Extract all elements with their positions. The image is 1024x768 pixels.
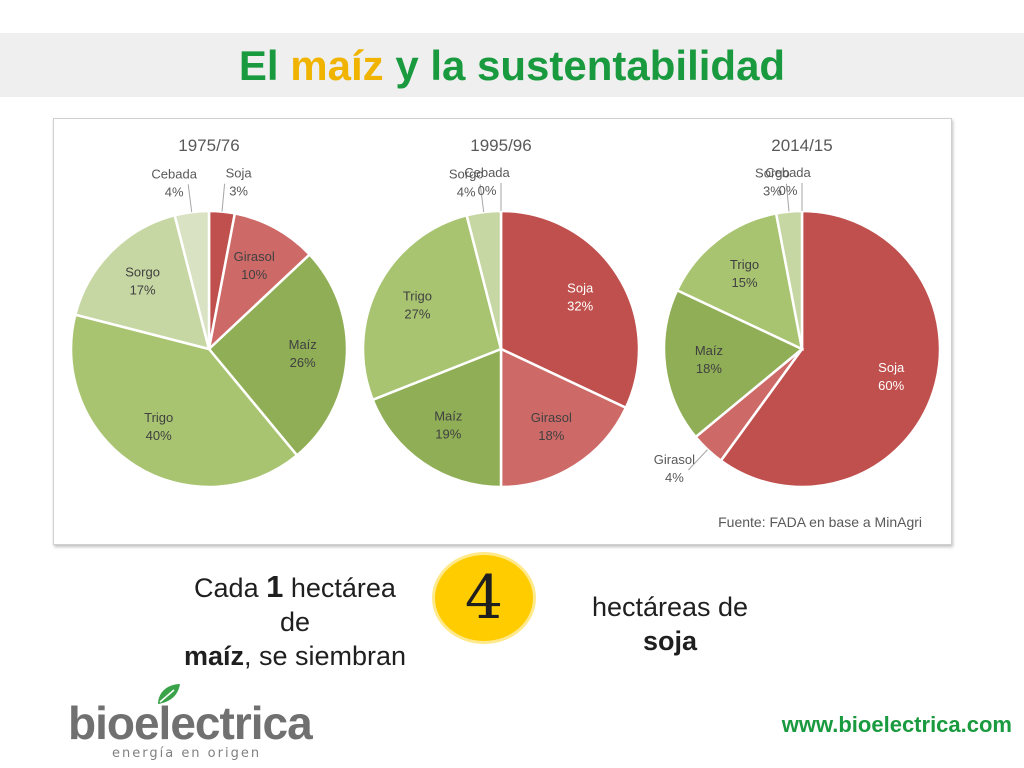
pie-slice-label: Cebada xyxy=(151,166,197,181)
pie-slice-label: Cebada xyxy=(765,165,811,180)
pie-slice xyxy=(73,213,211,351)
phrase-left: Cada 1 hectárea de maíz, se siembran xyxy=(160,570,430,673)
pie-slice-value: 27% xyxy=(404,306,430,321)
pie-slice-label: Maíz xyxy=(434,409,462,424)
badge-number: 4 xyxy=(464,563,504,633)
pie-slice-value: 15% xyxy=(731,275,757,290)
pie-slice-label: Trigo xyxy=(144,410,173,425)
pie-slice xyxy=(361,213,503,402)
pie-slice-label: Girasol xyxy=(531,410,572,425)
title-part2: y la sustentabilidad xyxy=(395,42,786,89)
pie-slice-label: Sorgo xyxy=(755,166,790,181)
pie-title: 1995/96 xyxy=(470,136,531,155)
pie-slice-label: Soja xyxy=(226,166,253,181)
pie-slice xyxy=(207,252,349,458)
pie-slice-label: Sorgo xyxy=(449,166,484,181)
pie-slice-value: 4% xyxy=(165,184,184,199)
pie-leader-line xyxy=(479,184,485,213)
pie-slice-label: Maíz xyxy=(289,337,317,352)
pie-leader-line xyxy=(187,184,193,213)
phrase-se-siembran: , se siembran xyxy=(243,641,407,671)
phrase-number-one: 1 xyxy=(266,569,284,604)
phrase-soja: soja xyxy=(642,626,698,656)
pie-leader-line xyxy=(785,183,790,212)
pie-slice xyxy=(207,211,312,353)
pie-slice xyxy=(675,211,804,352)
pie-slice-value: 4% xyxy=(665,470,684,485)
phrase-hectarea: hectárea xyxy=(290,573,396,603)
pie-slice-value: 3% xyxy=(229,184,248,199)
pie-title: 2014/15 xyxy=(771,136,832,155)
pie-leader-line xyxy=(221,183,226,212)
phrase-cada: Cada xyxy=(194,573,259,603)
chart-panel: 1975/76 Soja 3% Girasol 10% Maíz 26% Trigo 40% So… xyxy=(53,118,952,545)
logo-tagline: energía en origen xyxy=(112,746,262,761)
pie-slice-value: 10% xyxy=(241,267,267,282)
pie-chart-1: 1995/96 Soja 32% Girasol 18% Maíz 19% Trigo 27% S… xyxy=(361,136,641,489)
pie-slice xyxy=(69,313,299,489)
pie-slice-value: 19% xyxy=(435,427,461,442)
pie-slice-value: 4% xyxy=(457,184,476,199)
pie-chart-0: 1975/76 Soja 3% Girasol 10% Maíz 26% Trigo 40% So… xyxy=(69,136,349,489)
title-accent: maíz xyxy=(290,42,384,89)
pie-slice-label: Trigo xyxy=(730,257,759,272)
bioelectrica-logo: bioelectrica energía en origen xyxy=(56,680,313,765)
pie-slice xyxy=(662,288,805,439)
pie-charts: 1975/76 Soja 3% Girasol 10% Maíz 26% Trigo 40% So… xyxy=(69,136,942,530)
pie-slice-value: 26% xyxy=(290,355,316,370)
logo-wordmark: bioelectrica xyxy=(68,697,313,749)
pie-slice xyxy=(371,347,503,489)
source-note: Fuente: FADA en base a MinAgri xyxy=(718,514,922,530)
pie-slice-label: Cebada xyxy=(464,165,510,180)
pie-slice-value: 32% xyxy=(567,299,593,314)
pie-leader-line xyxy=(688,449,708,471)
pie-slice-value: 0% xyxy=(478,183,497,198)
phrase-hectareas-de: hectáreas de xyxy=(591,592,749,622)
pie-slice xyxy=(499,209,641,410)
pie-slice-label: Trigo xyxy=(403,288,432,303)
pie-chart-2: 2014/15 Soja 60% Girasol 4% Maíz 18% Trigo 15% So… xyxy=(654,136,942,489)
phrase-de: de xyxy=(279,607,311,637)
pie-slice-value: 17% xyxy=(130,283,156,298)
leaf-icon xyxy=(158,684,180,704)
pie-slice-label: Sorgo xyxy=(125,265,160,280)
pie-slice-value: 18% xyxy=(696,361,722,376)
website-link[interactable]: www.bioelectrica.com xyxy=(781,712,1012,737)
pie-slice-label: Soja xyxy=(567,281,594,296)
phrase-maiz: maíz xyxy=(183,641,244,671)
title-part1: El xyxy=(238,42,279,89)
pie-slice xyxy=(499,347,628,489)
slide-title: El maíz y la sustentabilidad xyxy=(0,38,1024,94)
pie-slice-value: 3% xyxy=(763,184,782,199)
pie-slice-label: Maíz xyxy=(695,343,723,358)
pie-title: 1975/76 xyxy=(178,136,239,155)
pie-slice-value: 18% xyxy=(538,428,564,443)
pie-slice-label: Girasol xyxy=(654,452,695,467)
pie-slice-value: 60% xyxy=(878,378,904,393)
phrase-right: hectáreas de soja xyxy=(560,590,780,658)
pie-slice-value: 0% xyxy=(779,183,798,198)
pie-slice-label: Girasol xyxy=(234,249,275,264)
number-badge: 4 xyxy=(432,552,536,644)
pie-slice-value: 40% xyxy=(146,428,172,443)
pie-slice-label: Soja xyxy=(878,360,905,375)
pie-slice xyxy=(719,209,942,489)
title-band xyxy=(0,33,1024,97)
